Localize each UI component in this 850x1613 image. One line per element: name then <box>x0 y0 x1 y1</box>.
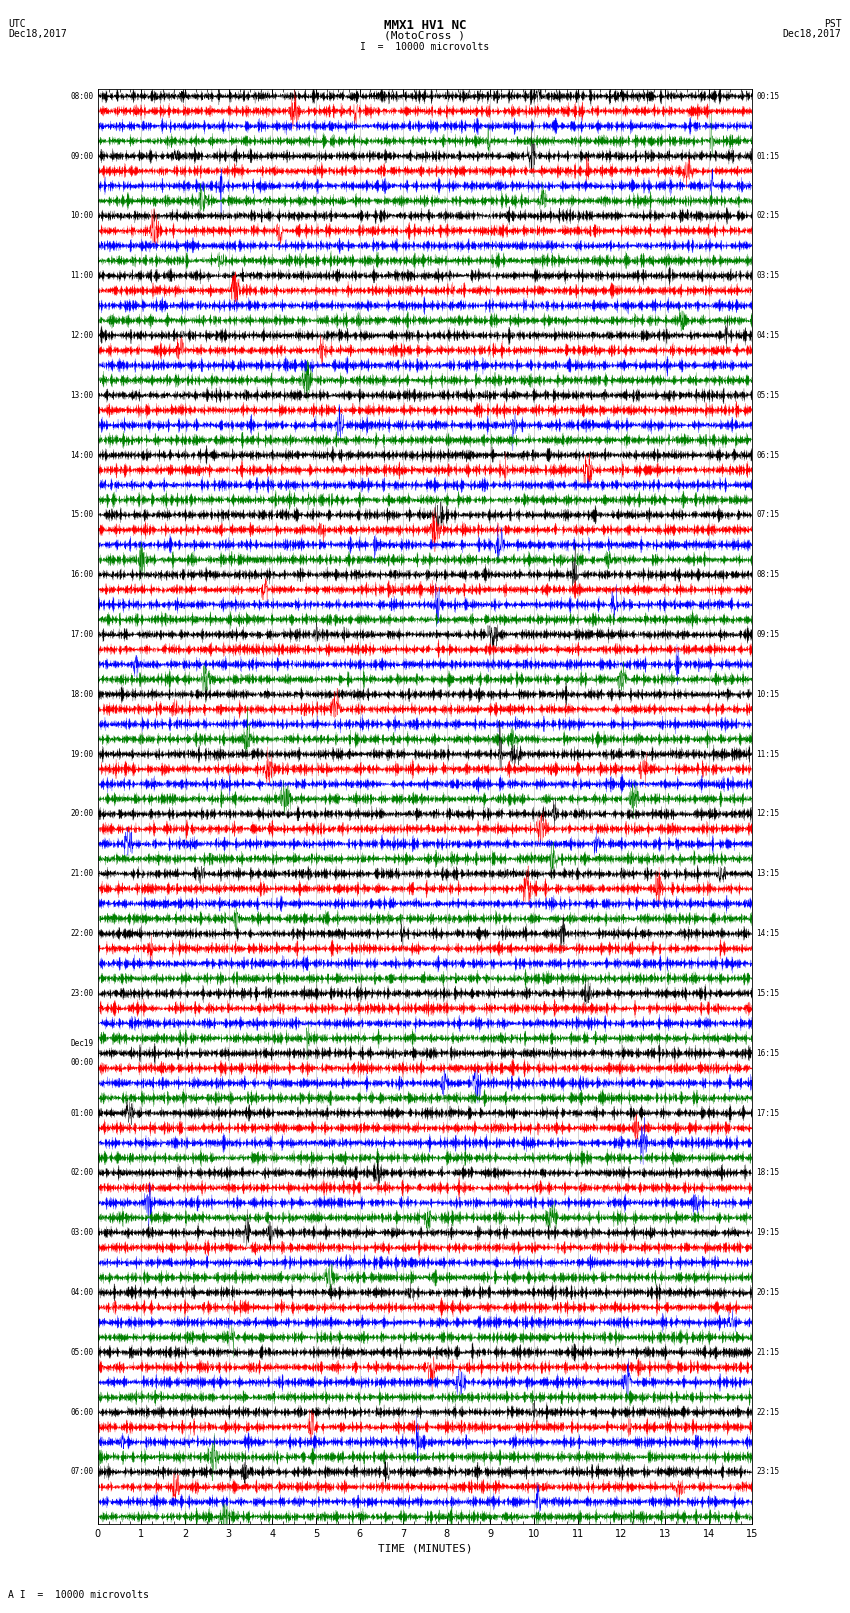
Text: 02:15: 02:15 <box>756 211 779 221</box>
Text: Dec19: Dec19 <box>71 1039 94 1048</box>
Text: 12:00: 12:00 <box>71 331 94 340</box>
Text: 16:15: 16:15 <box>756 1048 779 1058</box>
Text: 22:00: 22:00 <box>71 929 94 939</box>
Text: 18:00: 18:00 <box>71 690 94 698</box>
Text: 23:15: 23:15 <box>756 1468 779 1476</box>
Text: UTC: UTC <box>8 19 26 29</box>
Text: 16:00: 16:00 <box>71 571 94 579</box>
Text: 00:00: 00:00 <box>71 1058 94 1068</box>
Text: 06:00: 06:00 <box>71 1408 94 1416</box>
Text: 22:15: 22:15 <box>756 1408 779 1416</box>
Text: 02:00: 02:00 <box>71 1168 94 1177</box>
Text: 09:15: 09:15 <box>756 631 779 639</box>
Text: 03:00: 03:00 <box>71 1227 94 1237</box>
Text: 17:00: 17:00 <box>71 631 94 639</box>
Text: 04:15: 04:15 <box>756 331 779 340</box>
Text: 03:15: 03:15 <box>756 271 779 281</box>
Text: (MotoCross ): (MotoCross ) <box>384 31 466 40</box>
Text: 07:00: 07:00 <box>71 1468 94 1476</box>
Text: 18:15: 18:15 <box>756 1168 779 1177</box>
Text: 13:15: 13:15 <box>756 869 779 879</box>
X-axis label: TIME (MINUTES): TIME (MINUTES) <box>377 1544 473 1553</box>
Text: 10:00: 10:00 <box>71 211 94 221</box>
Text: 06:15: 06:15 <box>756 450 779 460</box>
Text: 01:00: 01:00 <box>71 1108 94 1118</box>
Text: 08:15: 08:15 <box>756 571 779 579</box>
Text: 11:15: 11:15 <box>756 750 779 758</box>
Text: 19:00: 19:00 <box>71 750 94 758</box>
Text: 07:15: 07:15 <box>756 510 779 519</box>
Text: A I  =  10000 microvolts: A I = 10000 microvolts <box>8 1590 150 1600</box>
Text: 21:15: 21:15 <box>756 1348 779 1357</box>
Text: 09:00: 09:00 <box>71 152 94 161</box>
Text: 19:15: 19:15 <box>756 1227 779 1237</box>
Text: I  =  10000 microvolts: I = 10000 microvolts <box>360 42 490 52</box>
Text: 13:00: 13:00 <box>71 390 94 400</box>
Text: Dec18,2017: Dec18,2017 <box>783 29 842 39</box>
Text: Dec18,2017: Dec18,2017 <box>8 29 67 39</box>
Text: 15:15: 15:15 <box>756 989 779 998</box>
Text: 01:15: 01:15 <box>756 152 779 161</box>
Text: MMX1 HV1 NC: MMX1 HV1 NC <box>383 19 467 32</box>
Text: 14:15: 14:15 <box>756 929 779 939</box>
Text: 14:00: 14:00 <box>71 450 94 460</box>
Text: 04:00: 04:00 <box>71 1289 94 1297</box>
Text: 21:00: 21:00 <box>71 869 94 879</box>
Text: 10:15: 10:15 <box>756 690 779 698</box>
Text: 08:00: 08:00 <box>71 92 94 100</box>
Text: 20:15: 20:15 <box>756 1289 779 1297</box>
Text: PST: PST <box>824 19 842 29</box>
Text: 23:00: 23:00 <box>71 989 94 998</box>
Text: 12:15: 12:15 <box>756 810 779 818</box>
Text: 11:00: 11:00 <box>71 271 94 281</box>
Text: 00:15: 00:15 <box>756 92 779 100</box>
Text: 15:00: 15:00 <box>71 510 94 519</box>
Text: 05:00: 05:00 <box>71 1348 94 1357</box>
Text: 05:15: 05:15 <box>756 390 779 400</box>
Text: 20:00: 20:00 <box>71 810 94 818</box>
Text: 17:15: 17:15 <box>756 1108 779 1118</box>
